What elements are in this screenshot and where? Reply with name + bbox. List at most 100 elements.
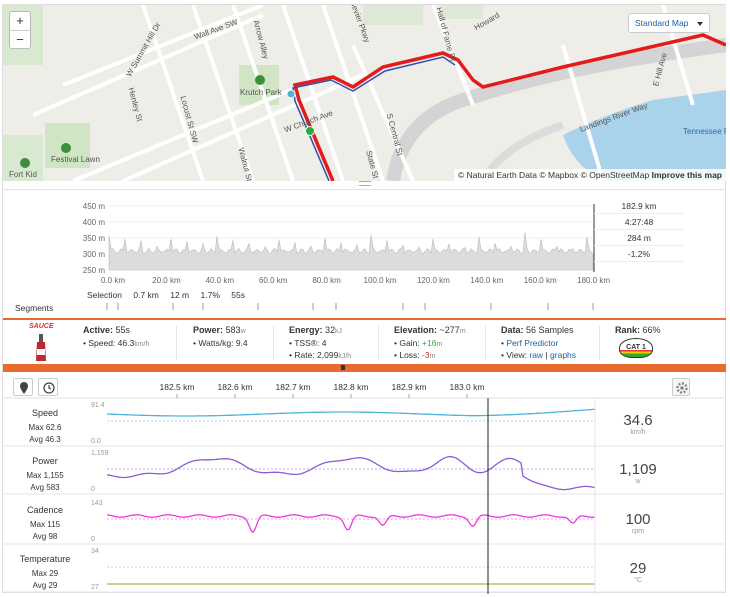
divider — [485, 326, 486, 360]
clock-icon — [43, 382, 55, 394]
selection-grade: 1.7% — [200, 290, 220, 300]
streams-panel: 182.5 km 182.6 km 182.7 km 182.8 km 182.9 km… — [3, 372, 726, 594]
current-value: 29 — [629, 560, 647, 577]
perf-predictor-link[interactable]: Perf Predictor — [506, 338, 559, 348]
gain-label: Gain: — [399, 338, 420, 348]
elevation-title: Elevation: — [394, 325, 438, 335]
row-avg: Avg 583 — [30, 483, 60, 492]
segment-markers[interactable] — [3, 303, 726, 313]
x-tick-label: 182.8 km — [334, 382, 369, 392]
current-value: 1,109 — [619, 461, 657, 478]
time-axis-button[interactable] — [38, 378, 58, 396]
selection-summary: Selection 0.7 km 12 m 1.7% 55s — [87, 290, 254, 300]
gear-icon — [676, 382, 688, 394]
row-name: Temperature — [19, 554, 71, 564]
speed-value: 46.3 — [117, 338, 135, 348]
active-title: Active: — [83, 325, 114, 335]
row-max: Max 62.6 — [28, 423, 62, 432]
wkg-value: 9.4 — [235, 338, 248, 348]
stats-bar: SAUCE Active: 55s • Speed: 46.3km/h Powe… — [3, 318, 726, 364]
grip-icon — [341, 365, 345, 370]
attribution-text: © Natural Earth Data © Mapbox © OpenStre… — [457, 170, 650, 180]
active-value: 55s — [115, 325, 131, 335]
selection-distance: 0.7 km — [133, 290, 159, 300]
x-tick-label: 180.0 km — [577, 276, 610, 285]
view-label: View: — [506, 350, 527, 360]
loss-label: Loss: — [399, 350, 420, 360]
zoom-out-button[interactable]: − — [10, 30, 30, 48]
graphs-link[interactable]: graphs — [550, 350, 577, 360]
panel-resize-bar[interactable] — [3, 364, 726, 372]
map-label: Krutch Park — [240, 88, 282, 97]
selection-label: Selection — [87, 290, 122, 300]
row-name: Speed — [31, 408, 59, 418]
map-canvas[interactable] — [3, 5, 726, 181]
tss-label: TSS®: — [294, 338, 320, 348]
current-unit: °C — [634, 577, 642, 584]
cadence-current: 100 rpm — [595, 511, 681, 535]
row-avg: Avg 46.3 — [29, 435, 61, 444]
wkg-label: Watts/kg: — [198, 338, 234, 348]
readout-time: 4:27:48 — [594, 214, 684, 230]
rank-value: 66% — [642, 325, 661, 335]
x-tick-label: 80.0 km — [312, 276, 341, 285]
power-row-label: Power Max 1,155 Avg 583 — [3, 456, 87, 494]
zoom-in-button[interactable]: + — [16, 13, 24, 28]
current-value: 34.6 — [623, 412, 653, 429]
y-max-label: 1,159 — [91, 450, 109, 457]
selection-time: 55s — [231, 290, 245, 300]
y-tick-label: 350 m — [83, 234, 106, 243]
sauce-bottle-icon — [36, 334, 46, 361]
improve-map-link[interactable]: Improve this map — [651, 170, 722, 180]
stream-line — [106, 408, 596, 417]
row-avg: Avg 98 — [32, 532, 58, 541]
x-tick-label: 0.0 km — [101, 276, 125, 285]
map-pin-button[interactable] — [13, 378, 33, 396]
energy-title: Energy: — [289, 325, 323, 335]
readout-distance: 182.9 km — [594, 198, 684, 214]
raw-link[interactable]: raw — [529, 350, 544, 360]
x-tick-label: 40.0 km — [206, 276, 235, 285]
view-separator: | — [545, 350, 548, 360]
power-value: 583 — [225, 325, 241, 335]
elevation-chart[interactable]: 450 m 400 m 350 m 300 m 250 m 0.0 km 20.0 km 40… — [3, 189, 726, 309]
streams-plot[interactable]: 182.5 km 182.6 km 182.7 km 182.8 km 182.9 km… — [3, 372, 726, 594]
stream-line — [106, 456, 596, 491]
readout-elevation: 284 m — [594, 230, 684, 246]
rate-label: Rate: — [294, 350, 315, 360]
map-style-select[interactable]: Standard Map — [628, 13, 710, 33]
rank-title: Rank: — [615, 325, 641, 335]
stat-energy: Energy: 32kJ • TSS®: 4 • Rate: 2,099kJ/h — [289, 325, 352, 360]
caret-down-icon — [697, 22, 703, 26]
route-map[interactable]: Wall Ave SW W Summit Hill Dr Henley St K… — [3, 5, 726, 181]
y-min-label: 0 — [91, 536, 95, 543]
divider — [599, 326, 600, 360]
speed-row-label: Speed Max 62.6 Avg 46.3 — [3, 408, 87, 446]
sauce-logo: SAUCE — [29, 323, 54, 330]
y-max-label: 91.4 — [91, 402, 105, 409]
divider — [176, 326, 177, 360]
stat-elevation: Elevation: ~277m • Gain: +16m • Loss: -3… — [394, 325, 466, 360]
stream-line — [106, 514, 596, 534]
y-tick-label: 250 m — [83, 266, 106, 275]
row-max: Max 1,155 — [26, 471, 64, 480]
x-tick-label: 100.0 km — [364, 276, 397, 285]
x-tick-label: 182.9 km — [392, 382, 427, 392]
cat-badge-icon[interactable]: CAT 1 — [619, 338, 653, 358]
y-min-label: 0 — [91, 486, 95, 493]
elevation-plot[interactable]: 450 m 400 m 350 m 300 m 250 m0.0 km 20.0 km 40… — [3, 190, 726, 310]
gain-value: +16 — [422, 338, 437, 348]
pin-icon — [20, 382, 28, 394]
x-tick-label: 182.6 km — [218, 382, 253, 392]
tss-value: 4 — [321, 338, 327, 348]
x-tick-label: 140.0 km — [470, 276, 503, 285]
gain-unit: m — [436, 341, 443, 348]
current-unit: rpm — [631, 528, 645, 535]
power-current: 1,109 w — [595, 461, 681, 485]
rate-unit: kJ/h — [338, 353, 352, 360]
settings-button[interactable] — [672, 378, 690, 396]
zoom-control: + − — [9, 11, 31, 49]
stat-power: Power: 583w • Watts/kg: 9.4 — [193, 325, 248, 348]
loss-value: -3 — [422, 350, 430, 360]
map-resize-handle[interactable] — [359, 181, 371, 186]
